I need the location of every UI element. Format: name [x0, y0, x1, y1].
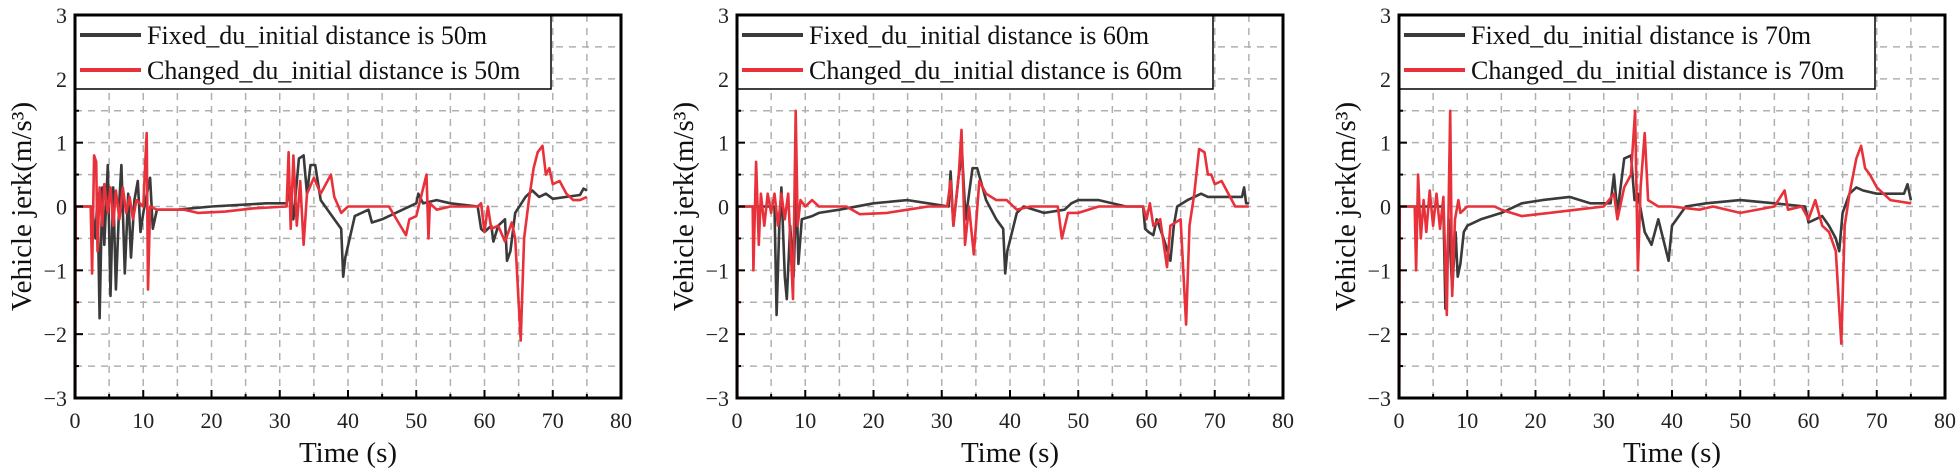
legend: Fixed_du_initial distance is 50m Changed_…: [74, 14, 552, 90]
x-tick-label: 50: [1729, 408, 1751, 433]
series-line-changed: [735, 85, 1249, 400]
x-tick-label: 40: [999, 408, 1021, 433]
y-tick-label: 0: [1380, 195, 1391, 220]
legend-label: Changed_du_initial distance is 70m: [1471, 56, 1844, 85]
y-tick-label: 1: [1380, 131, 1391, 156]
x-tick-label: 0: [1394, 408, 1405, 433]
y-tick-label: 3: [1380, 3, 1391, 28]
legend-label: Changed_du_initial distance is 50m: [147, 56, 520, 85]
y-tick-label: −1: [1368, 258, 1391, 283]
series-line-fixed: [1399, 154, 1913, 310]
series-line-fixed: [737, 154, 1249, 317]
x-tick-label: 10: [1456, 408, 1478, 433]
x-tick-label: 70: [542, 408, 564, 433]
x-tick-label: 80: [610, 408, 632, 433]
chart-panel-2: 0 10 20 30 40 50 60 70 80 −3 −2 −1 0 1 2 3 Time (s) Vehic…: [668, 3, 1294, 469]
y-tick-label: 1: [718, 131, 729, 156]
y-tick-label: −3: [1368, 386, 1391, 411]
x-tick-label: 0: [70, 408, 81, 433]
x-tick-label: 20: [863, 408, 885, 433]
legend-label: Fixed_du_initial distance is 70m: [1471, 21, 1811, 50]
y-tick-label: −2: [1368, 322, 1391, 347]
y-tick-label: 2: [1380, 67, 1391, 92]
plot-frame: [73, 13, 623, 400]
y-tick-label: −1: [706, 258, 729, 283]
x-tick-label: 50: [1067, 408, 1089, 433]
y-tick-label: 3: [56, 3, 67, 28]
x-tick-label: 60: [474, 408, 496, 433]
y-axis-label: Vehicle jerk(m/s³): [668, 102, 700, 311]
x-tick-label: 70: [1204, 408, 1226, 433]
series-line-changed: [1397, 91, 1912, 400]
y-tick-label: 2: [56, 67, 67, 92]
x-tick-label: 10: [132, 408, 154, 433]
y-tick-label: −1: [44, 258, 67, 283]
y-tick-label: 1: [56, 131, 67, 156]
x-tick-label: 10: [794, 408, 816, 433]
x-tick-label: 30: [931, 408, 953, 433]
legend: Fixed_du_initial distance is 60m Changed_…: [736, 14, 1214, 90]
y-tick-label: −2: [706, 322, 729, 347]
x-tick-label: 0: [732, 408, 743, 433]
chart-panel-1: 0 10 20 30 40 50 60 70 80 −3 −2 −1 0 1 2 3 Time (s) Vehic…: [6, 3, 632, 469]
x-axis-label: Time (s): [961, 437, 1059, 469]
x-tick-label: 60: [1798, 408, 1820, 433]
x-tick-label: 80: [1272, 408, 1294, 433]
y-tick-label: 3: [718, 3, 729, 28]
x-tick-label: 40: [337, 408, 359, 433]
legend-label: Fixed_du_initial distance is 50m: [147, 21, 487, 50]
x-tick-label: 30: [1593, 408, 1615, 433]
x-tick-label: 20: [1525, 408, 1547, 433]
legend-label: Fixed_du_initial distance is 60m: [809, 21, 1149, 50]
x-tick-label: 50: [405, 408, 427, 433]
x-axis-label: Time (s): [1623, 437, 1721, 469]
y-axis-label: Vehicle jerk(m/s³): [1330, 102, 1362, 311]
plot-frame: [735, 13, 1285, 400]
x-tick-label: 30: [269, 408, 291, 433]
x-tick-label: 20: [201, 408, 223, 433]
legend: Fixed_du_initial distance is 70m Changed_…: [1398, 14, 1876, 90]
series-line-fixed: [75, 154, 588, 320]
y-tick-label: 0: [718, 195, 729, 220]
chart-panel-3: 0 10 20 30 40 50 60 70 80 −3 −2 −1 0 1 2 3 Time (s) Vehic…: [1330, 3, 1956, 469]
x-tick-label: 80: [1934, 408, 1956, 433]
legend-label: Changed_du_initial distance is 60m: [809, 56, 1182, 85]
x-tick-label: 60: [1136, 408, 1158, 433]
x-tick-label: 70: [1866, 408, 1888, 433]
y-axis-label: Vehicle jerk(m/s³): [6, 102, 38, 311]
x-tick-label: 40: [1661, 408, 1683, 433]
y-tick-label: −3: [44, 386, 67, 411]
x-axis-label: Time (s): [299, 437, 397, 469]
y-tick-label: 0: [56, 195, 67, 220]
y-tick-label: −2: [44, 322, 67, 347]
y-tick-label: −3: [706, 386, 729, 411]
y-tick-label: 2: [718, 67, 729, 92]
plot-frame: [1397, 13, 1947, 400]
series-line-changed: [73, 85, 588, 400]
